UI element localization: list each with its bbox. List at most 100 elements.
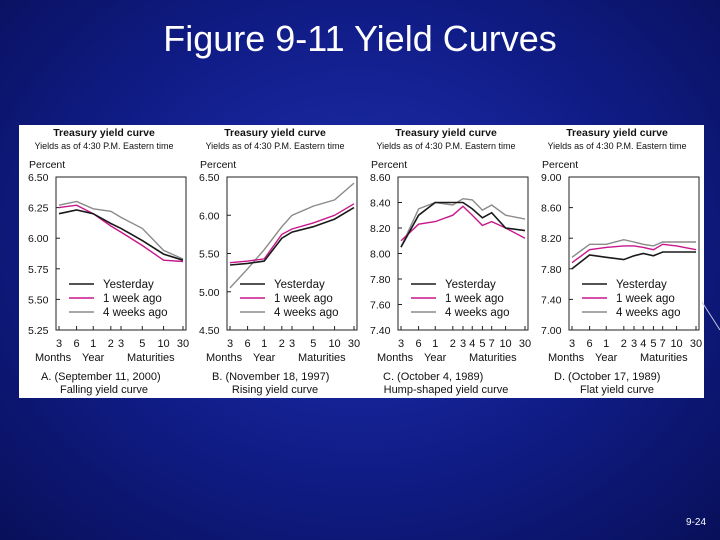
chart-1-ytick-label: 5.25 — [28, 325, 49, 337]
chart-4-xtick-label: 4 — [640, 338, 646, 350]
chart-1-xtick-label: 5 — [139, 338, 145, 350]
chart-3-series-yesterday — [400, 201, 526, 248]
chart-1-legend-label: Yesterday — [103, 279, 154, 291]
chart-1-caption-subtitle: Falling yield curve — [60, 384, 148, 396]
figure-panel: Treasury yield curve Yields as of 4:30 P.… — [19, 125, 704, 398]
chart-3-ytick-label: 7.60 — [370, 300, 391, 312]
chart-2-ytick-label: 4.50 — [199, 325, 220, 337]
chart-4-caption: D. (October 17, 1989) — [554, 371, 660, 383]
chart-4-ytick-label: 7.80 — [541, 264, 562, 276]
chart-4-legend-label: 1 week ago — [616, 293, 675, 305]
chart-4-xtick-label: 5 — [650, 338, 656, 350]
chart-4-xtick-label: 3 — [631, 338, 637, 350]
chart-4-xtick-label: 7 — [660, 338, 666, 350]
chart-1-series-four-weeks-ago — [58, 200, 184, 260]
chart-4-ylabel: Percent — [542, 159, 578, 171]
chart-2-ylabel: Percent — [200, 159, 236, 171]
chart-1-xgroup-maturities: Maturities — [127, 352, 175, 364]
chart-4-ytick-label: 7.00 — [541, 325, 562, 337]
chart-1-legend-label: 4 weeks ago — [103, 307, 168, 319]
chart-2-caption: B. (November 18, 1997) — [212, 371, 329, 383]
chart-1-ytick-label: 5.75 — [28, 264, 49, 276]
chart-2-series-yesterday — [229, 206, 355, 266]
chart-3-xtick-label: 3 — [398, 338, 404, 350]
chart-4-subtitle: Yields as of 4:30 P.M. Eastern time — [547, 141, 686, 151]
chart-2-series-four-weeks-ago — [229, 182, 355, 289]
decorative-diagonal-line — [701, 301, 720, 331]
chart-1-ytick-label: 5.50 — [28, 294, 49, 306]
chart-3-series-one-week-ago — [400, 205, 526, 242]
chart-3-legend-label: 1 week ago — [445, 293, 504, 305]
chart-2-xtick-label: 10 — [328, 338, 340, 350]
chart-4-xtick-label: 6 — [587, 338, 593, 350]
chart-2-ytick-label: 6.00 — [199, 210, 220, 222]
chart-1-title: Treasury yield curve — [53, 127, 155, 139]
chart-3-xtick-label: 5 — [479, 338, 485, 350]
chart-4-xtick-label: 30 — [690, 338, 702, 350]
chart-3-title: Treasury yield curve — [395, 127, 497, 139]
chart-3-ytick-label: 7.40 — [370, 325, 391, 337]
chart-3-legend-label: Yesterday — [445, 279, 496, 291]
chart-3-ytick-label: 7.80 — [370, 274, 391, 286]
chart-4-series-one-week-ago — [571, 243, 697, 264]
chart-1-series-one-week-ago — [58, 204, 184, 263]
chart-1-ytick-label: 6.00 — [28, 233, 49, 245]
chart-1-caption: A. (September 11, 2000) — [41, 371, 161, 383]
chart-4-xgroup-maturities: Maturities — [640, 352, 688, 364]
chart-4-xgroup-months: Months — [548, 352, 585, 364]
chart-3-xtick-label: 30 — [519, 338, 531, 350]
chart-1-xtick-label: 3 — [118, 338, 124, 350]
chart-2-xtick-label: 3 — [227, 338, 233, 350]
chart-4-xtick-label: 3 — [569, 338, 575, 350]
chart-3-legend-label: 4 weeks ago — [445, 307, 510, 319]
chart-3-series-four-weeks-ago — [400, 197, 526, 248]
chart-1-ytick-label: 6.25 — [28, 203, 49, 215]
chart-1-subtitle: Yields as of 4:30 P.M. Eastern time — [34, 141, 173, 151]
chart-3-ytick-label: 8.20 — [370, 223, 391, 235]
chart-4-legend-label: Yesterday — [616, 279, 667, 291]
chart-1-xtick-label: 3 — [56, 338, 62, 350]
chart-3-ytick-label: 8.60 — [370, 172, 391, 184]
chart-2-caption-subtitle: Rising yield curve — [232, 384, 318, 396]
chart-4-xtick-label: 2 — [621, 338, 627, 350]
chart-1-xtick-label: 6 — [74, 338, 80, 350]
chart-2-legend-label: 1 week ago — [274, 293, 333, 305]
yield-curve-figure: Treasury yield curve Yields as of 4:30 P.… — [28, 127, 702, 396]
chart-1-xtick-label: 1 — [90, 338, 96, 350]
chart-4-ytick-label: 8.20 — [541, 233, 562, 245]
chart-2-ytick-label: 5.50 — [199, 249, 220, 261]
chart-1-xtick-label: 30 — [177, 338, 189, 350]
chart-2-xtick-label: 2 — [279, 338, 285, 350]
chart-4-caption-subtitle: Flat yield curve — [580, 384, 654, 396]
chart-1-ytick-label: 6.50 — [28, 172, 49, 184]
chart-2-title: Treasury yield curve — [224, 127, 326, 139]
chart-1-xgroup-months: Months — [35, 352, 72, 364]
chart-4-ytick-label: 9.00 — [541, 172, 562, 184]
chart-1-xtick-label: 10 — [157, 338, 169, 350]
chart-2-series-one-week-ago — [229, 203, 355, 264]
slide-title: Figure 9-11 Yield Curves — [163, 18, 557, 59]
chart-2-xtick-label: 5 — [310, 338, 316, 350]
chart-2-subtitle: Yields as of 4:30 P.M. Eastern time — [205, 141, 344, 151]
chart-2-xtick-label: 30 — [348, 338, 360, 350]
chart-4-xgroup-year: Year — [595, 352, 618, 364]
chart-3-xgroup-maturities: Maturities — [469, 352, 517, 364]
chart-2-xtick-label: 1 — [261, 338, 267, 350]
chart-2-legend-label: Yesterday — [274, 279, 325, 291]
chart-4-series-four-weeks-ago — [571, 238, 696, 258]
chart-3-xtick-label: 3 — [460, 338, 466, 350]
chart-2-xgroup-months: Months — [206, 352, 243, 364]
chart-3-subtitle: Yields as of 4:30 P.M. Eastern time — [376, 141, 515, 151]
chart-4-xtick-label: 1 — [603, 338, 609, 350]
chart-2-xgroup-maturities: Maturities — [298, 352, 346, 364]
chart-3-caption-subtitle: Hump-shaped yield curve — [384, 384, 509, 396]
chart-4-legend-label: 4 weeks ago — [616, 307, 681, 319]
chart-3-xtick-label: 1 — [432, 338, 438, 350]
chart-3-xtick-label: 2 — [450, 338, 456, 350]
chart-4-series-yesterday — [571, 251, 696, 270]
chart-2-xtick-label: 3 — [289, 338, 295, 350]
chart-1-ylabel: Percent — [29, 159, 65, 171]
chart-2-ytick-label: 5.00 — [199, 287, 220, 299]
chart-2-xgroup-year: Year — [253, 352, 276, 364]
chart-2-ytick-label: 6.50 — [199, 172, 220, 184]
